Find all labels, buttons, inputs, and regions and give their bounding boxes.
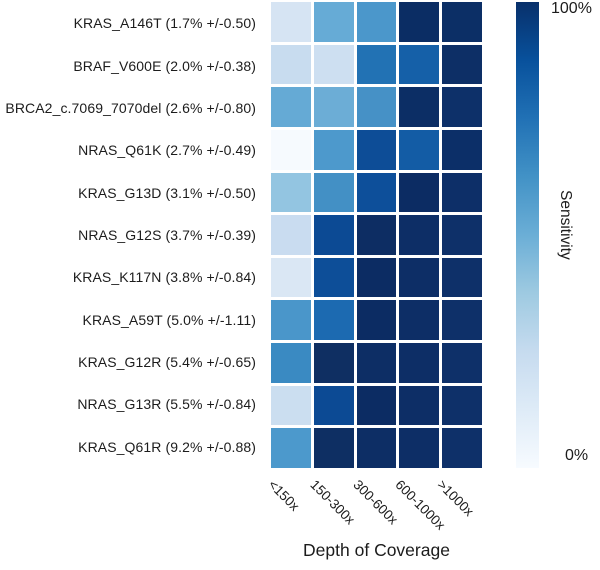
- heatmap-cell: [356, 44, 397, 85]
- row-label: KRAS_G12R (5.4% +/-0.65): [78, 354, 256, 371]
- heatmap-cell: [271, 428, 311, 468]
- row-label: BRCA2_c.7069_7070del (2.6% +/-0.80): [5, 99, 256, 116]
- heatmap-cell: [399, 44, 440, 85]
- colorbar-gradient: [516, 2, 539, 468]
- row-label: NRAS_Q61K (2.7% +/-0.49): [78, 142, 256, 159]
- heatmap-cell: [356, 428, 397, 468]
- colorbar-max-label: 100%: [551, 0, 592, 17]
- heatmap-cell: [442, 257, 482, 298]
- heatmap-cell: [399, 343, 440, 383]
- row-label: KRAS_G13D (3.1% +/-0.50): [78, 184, 256, 201]
- heatmap-cell: [313, 428, 354, 468]
- heatmap-cell: [442, 300, 482, 341]
- heatmap-cell: [271, 2, 311, 42]
- heatmap-cell: [442, 343, 482, 383]
- heatmap-cell: [399, 215, 440, 255]
- heatmap-cell: [399, 428, 440, 468]
- heatmap-cell: [271, 129, 311, 170]
- heatmap-cell: [442, 129, 482, 170]
- colorbar-min-label: 0%: [565, 447, 589, 464]
- x-axis-title: Depth of Coverage: [303, 540, 450, 560]
- heatmap-cell: [399, 385, 440, 426]
- x-tick-label: >1000x: [434, 477, 477, 520]
- heatmap-cell: [442, 172, 482, 213]
- heatmap-cell: [313, 44, 354, 85]
- heatmap-cell: [442, 428, 482, 468]
- heatmap-cell: [313, 215, 354, 255]
- row-label: NRAS_G13R (5.5% +/-0.84): [77, 396, 256, 413]
- heatmap-cell: [271, 343, 311, 383]
- heatmap-cell: [313, 257, 354, 298]
- colorbar-axis-label: Sensitivity: [557, 190, 574, 260]
- row-label: KRAS_K117N (3.8% +/-0.84): [72, 269, 256, 286]
- heatmap-cell: [399, 300, 440, 341]
- heatmap-cell: [313, 343, 354, 383]
- heatmap-cell: [271, 44, 311, 85]
- x-tick-label: 300-600x: [349, 477, 401, 528]
- heatmap-cell: [271, 215, 311, 255]
- heatmap-cell: [313, 129, 354, 170]
- heatmap-cell: [399, 87, 440, 127]
- heatmap-cell: [399, 257, 440, 298]
- heatmap-cell: [356, 129, 397, 170]
- heatmap-cell: [313, 87, 354, 127]
- heatmap-cell: [356, 215, 397, 255]
- x-tick-label: 150-300x: [307, 477, 359, 528]
- heatmap-cell: [271, 257, 311, 298]
- heatmap-cell: [442, 87, 482, 127]
- heatmap-cell: [271, 300, 311, 341]
- row-label: KRAS_Q61R (9.2% +/-0.88): [78, 438, 256, 455]
- heatmap-cell: [442, 385, 482, 426]
- heatmap-cell: [313, 300, 354, 341]
- heatmap-cell: [356, 257, 397, 298]
- heatmap-cell: [271, 172, 311, 213]
- heatmap-cell: [442, 215, 482, 255]
- heatmap-cell: [442, 44, 482, 85]
- heatmap-grid: [271, 2, 482, 468]
- heatmap-cell: [356, 2, 397, 42]
- row-label: BRAF_V600E (2.0% +/-0.38): [73, 57, 256, 74]
- heatmap-cell: [399, 172, 440, 213]
- heatmap-cell: [313, 172, 354, 213]
- heatmap-cell: [313, 385, 354, 426]
- heatmap-cell: [356, 300, 397, 341]
- heatmap-cell: [356, 343, 397, 383]
- heatmap-cell: [271, 385, 311, 426]
- heatmap-cell: [356, 385, 397, 426]
- row-labels: KRAS_A146T (1.7% +/-0.50) BRAF_V600E (2.0…: [0, 2, 263, 468]
- heatmap-cell: [271, 87, 311, 127]
- heatmap-cell: [356, 172, 397, 213]
- row-label: NRAS_G12S (3.7% +/-0.39): [78, 226, 256, 243]
- heatmap-cell: [442, 2, 482, 42]
- heatmap-cell: [399, 2, 440, 42]
- x-tick-label: <150x: [265, 477, 303, 514]
- row-label: KRAS_A146T (1.7% +/-0.50): [73, 15, 256, 32]
- heatmap-cell: [399, 129, 440, 170]
- row-label: KRAS_A59T (5.0% +/-1.11): [82, 311, 256, 328]
- heatmap-cell: [313, 2, 354, 42]
- heatmap-cell: [356, 87, 397, 127]
